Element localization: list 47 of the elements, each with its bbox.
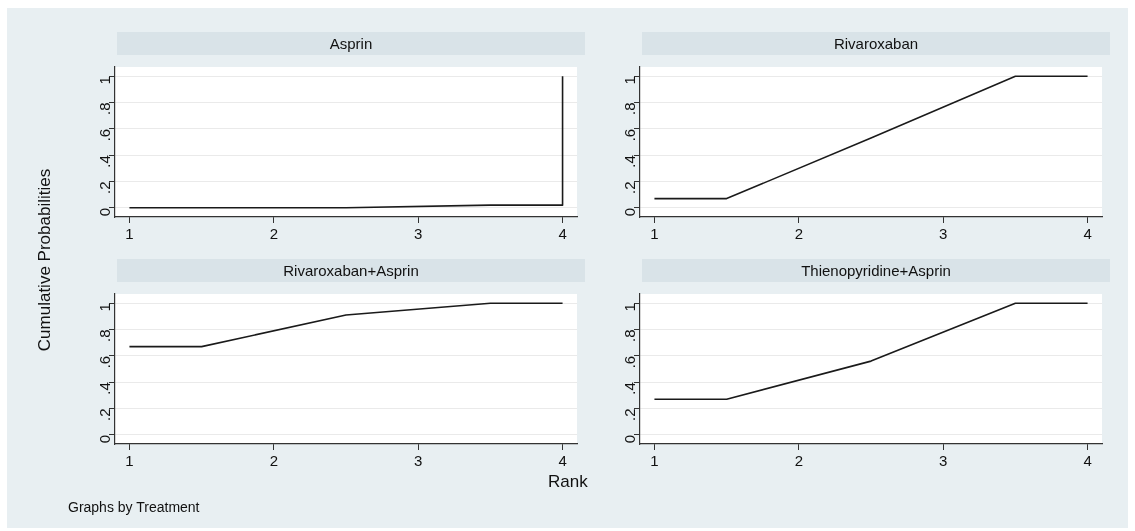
y-tick-label: .6 [96,128,114,142]
y-tick-label: .4 [621,155,639,168]
y-tick-label: 1 [621,76,639,85]
x-tick-label: 2 [269,225,278,243]
x-tick-label: 1 [650,452,659,470]
y-tick-label: .4 [621,382,639,395]
chart-title: Thienopyridine+Asprin [642,259,1110,282]
x-tick-label: 4 [1083,452,1092,470]
x-tick-label: 2 [269,452,278,470]
y-tick-label: .6 [621,355,639,369]
x-tick-label: 4 [1083,225,1092,243]
y-tick-label: .2 [621,181,639,194]
x-tick-label: 1 [125,225,134,243]
y-tick-label: .8 [96,102,114,116]
y-tick-label: .4 [96,155,114,168]
x-tick-label: 1 [125,452,134,470]
x-tick-label: 4 [558,452,567,470]
x-tick-label: 2 [794,452,803,470]
y-tick-label: 0 [621,207,639,217]
y-tick-label: .8 [96,329,114,343]
y-tick-label: 1 [96,303,114,312]
y-tick-label: .4 [96,382,114,395]
y-tick-label: 1 [96,76,114,85]
y-axis-title: Cumulative Probabilities [35,167,55,354]
y-tick-label: .2 [96,408,114,421]
y-tick-label: .2 [96,181,114,194]
x-tick-label: 3 [414,452,423,470]
y-tick-label: 0 [96,207,114,217]
chart-title: Asprin [117,32,585,55]
text: Graphs by Treatment [68,499,200,515]
x-tick-label: 3 [939,225,948,243]
x-tick-label: 3 [414,225,423,243]
y-tick-label: .8 [621,329,639,343]
y-tick-label: .6 [96,355,114,369]
chart-title: Rivaroxaban [642,32,1110,55]
x-tick-label: 1 [650,225,659,243]
y-tick-label: .2 [621,408,639,421]
y-tick-label: 0 [96,434,114,444]
chart-title: Rivaroxaban+Asprin [117,259,585,282]
x-tick-label: 3 [939,452,948,470]
x-axis-title: Rank [548,472,588,492]
x-tick-label: 2 [794,225,803,243]
y-tick-label: 0 [621,434,639,444]
y-tick-label: 1 [621,303,639,312]
y-tick-label: .8 [621,102,639,116]
y-tick-label: .6 [621,128,639,142]
x-tick-label: 4 [558,225,567,243]
